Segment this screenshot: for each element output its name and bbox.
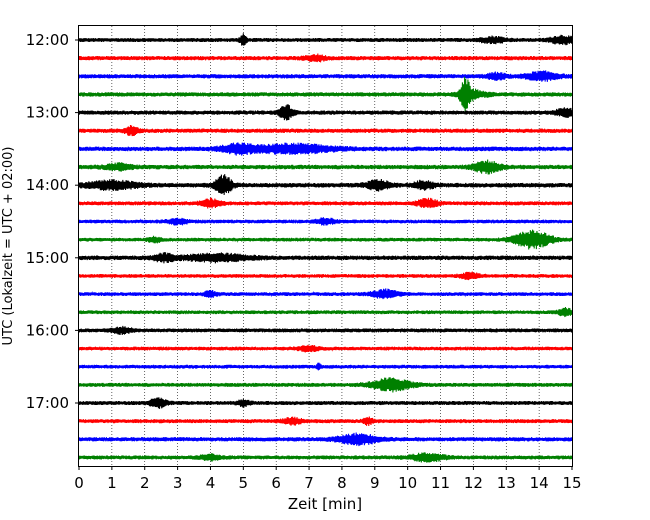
trace-1200 [78, 33, 573, 46]
trace-1545 [78, 306, 573, 318]
y-tick-label: 12:00 [26, 31, 69, 49]
x-tick-label: 7 [304, 474, 314, 492]
x-tick-label: 8 [337, 474, 347, 492]
trace-1215 [78, 53, 573, 63]
seismic-traces [78, 33, 573, 463]
x-tick-label: 6 [271, 474, 281, 492]
x-tick-label: 11 [431, 474, 450, 492]
x-tick-label: 15 [562, 474, 581, 492]
vertical-grid [111, 26, 540, 466]
x-tick-label: 5 [239, 474, 249, 492]
trace-1745 [78, 452, 573, 463]
x-tick-label: 2 [140, 474, 150, 492]
trace-1345 [78, 159, 573, 175]
x-tick-label: 10 [398, 474, 417, 492]
x-tick-label: 13 [497, 474, 516, 492]
x-tick-label: 9 [370, 474, 380, 492]
y-axis-label: UTC (Lokalzeit = UTC + 02:00) [1, 147, 16, 346]
trace-1245 [78, 76, 573, 112]
trace-1300 [78, 104, 573, 121]
y-axis-ticks: 12:00 13:00 14:00 15:00 16:00 17:00 [26, 31, 79, 412]
trace-1330 [78, 142, 573, 156]
y-tick-label: 14:00 [26, 176, 69, 194]
y-tick-label: 16:00 [26, 321, 69, 339]
trace-1415 [78, 197, 573, 209]
x-tick-label: 1 [107, 474, 117, 492]
y-tick-label: 17:00 [26, 394, 69, 412]
trace-1630 [78, 362, 573, 371]
trace-1515 [78, 271, 573, 281]
trace-1445 [78, 229, 573, 250]
x-tick-label: 0 [74, 474, 84, 492]
plot-frame [78, 25, 573, 467]
trace-1600 [78, 325, 573, 335]
trace-1400 [78, 174, 573, 195]
x-tick-label: 14 [530, 474, 549, 492]
trace-1730 [78, 432, 573, 447]
trace-1500 [78, 252, 573, 264]
x-tick-label: 3 [173, 474, 183, 492]
trace-1700 [78, 397, 573, 409]
x-tick-label: 12 [464, 474, 483, 492]
trace-1230 [78, 70, 573, 82]
x-axis-label: Zeit [min] [288, 495, 362, 513]
trace-1715 [78, 416, 573, 427]
trace-1530 [78, 288, 573, 300]
trace-1430 [78, 217, 573, 226]
trace-1645 [78, 377, 573, 393]
y-tick-label: 13:00 [26, 104, 69, 122]
trace-1615 [78, 344, 573, 353]
y-tick-label: 15:00 [26, 249, 69, 267]
x-tick-label: 4 [206, 474, 216, 492]
x-axis-ticks: 0 1 2 3 4 5 6 7 8 9 10 11 12 13 14 15 [74, 466, 582, 492]
trace-1315 [78, 125, 573, 137]
